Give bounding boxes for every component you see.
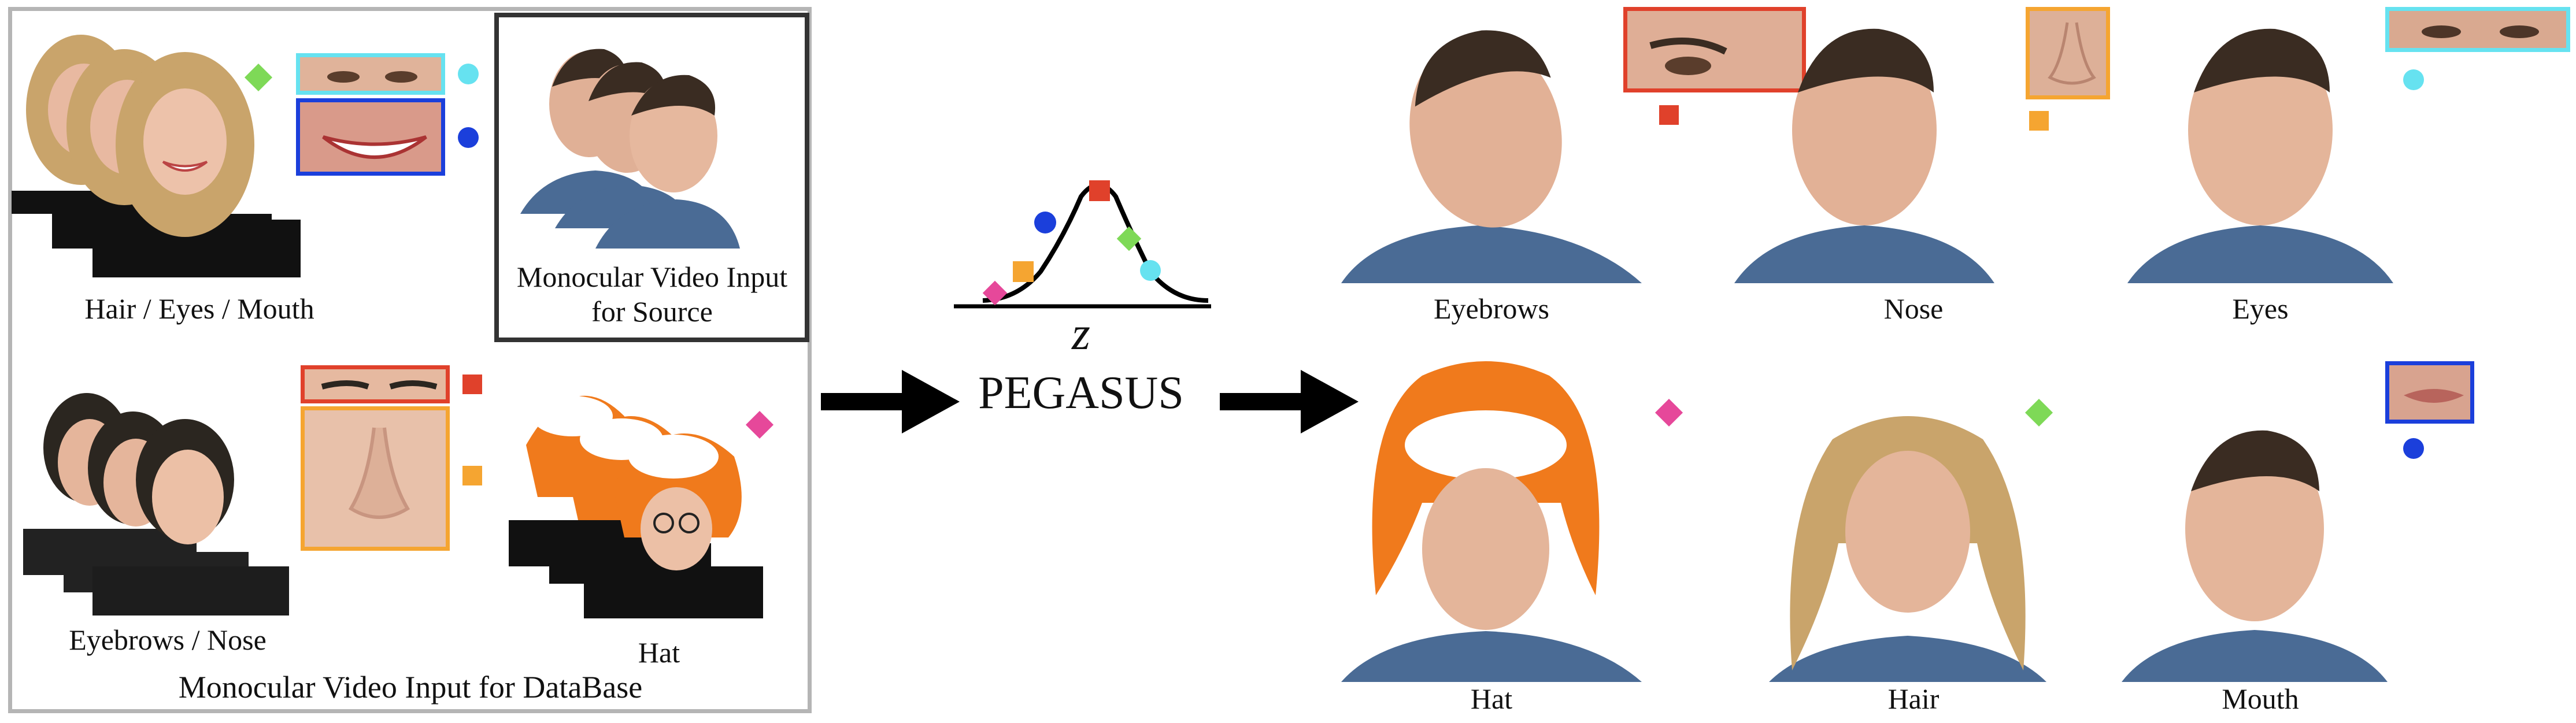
result-mouth-image	[2122, 399, 2388, 682]
cyan-dot-marker	[458, 64, 479, 84]
result-nose-crop	[2026, 7, 2110, 99]
latent-green-diamond	[1116, 226, 1142, 251]
result-hat-marker	[1655, 398, 1683, 427]
result-eyebrows-image	[1341, 6, 1642, 283]
result-mouth-marker	[2403, 438, 2424, 459]
source-frame-front	[595, 75, 740, 249]
source-label-line1: Monocular Video Input	[516, 261, 788, 293]
database-panel-label: Monocular Video Input for DataBase	[178, 670, 643, 705]
group-hair-eyes-mouth-frames	[12, 23, 312, 277]
result-eyes-crop	[2385, 7, 2570, 52]
female-frame-front	[92, 52, 301, 277]
result-eyes-image	[2127, 6, 2393, 283]
male-frame-front	[92, 419, 289, 616]
group-label-eyebrows-nose: Eyebrows / Nose	[69, 624, 267, 656]
result-hat-label: Hat	[1470, 683, 1513, 715]
result-nose-label: Nose	[1883, 292, 1944, 325]
result-eyes-label: Eyes	[2232, 292, 2289, 325]
blue-dot-marker	[458, 127, 479, 148]
source-label-line2: for Source	[591, 295, 713, 328]
arrow-right	[1220, 370, 1359, 433]
result-eyebrows-label: Eyebrows	[1434, 292, 1549, 325]
result-eyebrows-marker	[1659, 105, 1679, 125]
orange-square-marker	[462, 466, 482, 485]
eyes-crop	[296, 53, 445, 95]
latent-distribution	[948, 162, 1214, 312]
hat-person-stack	[509, 395, 763, 618]
latent-red-square	[1089, 180, 1110, 201]
latent-orange-square	[1013, 261, 1034, 282]
result-hair-label: Hair	[1887, 683, 1940, 715]
result-mouth-label: Mouth	[2222, 683, 2299, 715]
source-frames	[509, 23, 798, 254]
latent-blue-dot	[1034, 212, 1056, 233]
result-mouth-crop	[2385, 361, 2474, 424]
arrow-left	[821, 370, 960, 433]
latent-pink-diamond	[982, 280, 1008, 306]
gaussian-curve	[982, 183, 1209, 303]
database-panel	[8, 7, 812, 713]
hat-frame-front	[584, 433, 763, 618]
mouth-crop	[296, 98, 445, 176]
group-eyebrows-nose-frames	[23, 367, 295, 616]
group-label-hat: Hat	[638, 636, 680, 669]
nose-crop	[301, 406, 450, 551]
source-panel	[494, 13, 809, 342]
result-hair-image	[1757, 399, 2058, 682]
result-eyebrows-crop	[1623, 7, 1806, 92]
result-hat-image	[1341, 353, 1642, 682]
group-hat-frames	[503, 353, 775, 618]
male-dark-hair-stack	[23, 393, 289, 616]
model-name: PEGASUS	[978, 368, 1184, 418]
red-square-marker	[462, 375, 482, 394]
latent-cyan-dot	[1140, 260, 1161, 281]
latent-symbol: z	[1072, 307, 1090, 359]
result-eyes-marker	[2403, 69, 2424, 90]
result-nose-image	[1734, 6, 1994, 283]
female-portrait-stack	[12, 35, 301, 277]
group-label-hair-eyes-mouth: Hair / Eyes / Mouth	[84, 292, 314, 325]
eyebrows-crop	[301, 365, 450, 403]
source-male-stack	[520, 49, 740, 249]
result-nose-marker	[2029, 111, 2049, 131]
